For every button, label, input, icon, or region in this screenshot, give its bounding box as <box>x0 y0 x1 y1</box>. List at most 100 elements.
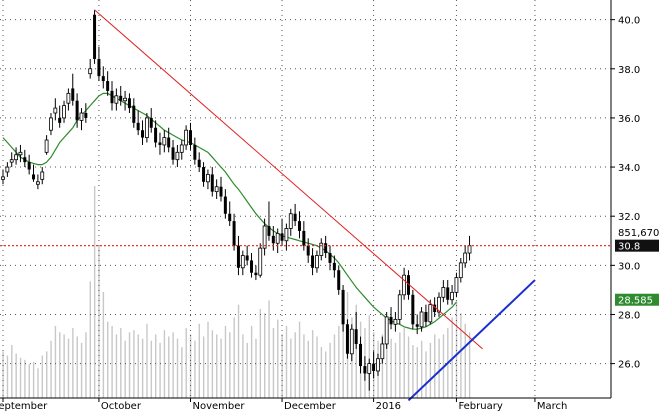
candle-body-up <box>288 213 293 229</box>
candle-body-up <box>458 262 463 279</box>
candle <box>380 336 385 364</box>
candle <box>132 98 136 128</box>
candle <box>62 100 66 123</box>
volume-bar <box>368 315 371 398</box>
candle <box>171 140 175 165</box>
candle-body-down <box>110 90 114 104</box>
candle <box>97 46 101 82</box>
volume-bar <box>202 336 205 398</box>
volume-bar <box>333 334 336 398</box>
candle-body-down <box>328 253 332 263</box>
candle <box>188 122 192 150</box>
candle-body-down <box>149 117 153 128</box>
candle-body-up <box>349 328 354 355</box>
volume-bar <box>246 342 248 398</box>
volume-bar <box>24 359 26 398</box>
volume-bar <box>229 332 231 398</box>
candle-body-up <box>240 255 245 269</box>
volume-bar <box>460 313 462 398</box>
candle-body-down <box>119 95 123 101</box>
volume-bar <box>6 355 9 398</box>
x-month-label: November <box>192 401 245 412</box>
candle-body-up <box>367 363 372 374</box>
candle-body-down <box>71 88 75 101</box>
candle <box>397 289 402 325</box>
candle <box>363 356 367 381</box>
candle-body-down <box>167 137 171 148</box>
volume-bar <box>37 368 39 398</box>
candle-body-down <box>197 159 201 168</box>
candle <box>184 125 189 150</box>
candle-body-up <box>437 296 441 313</box>
candle <box>419 307 424 332</box>
volume-bar <box>290 338 292 398</box>
volume-bar <box>429 342 432 398</box>
candle <box>18 144 23 163</box>
candle-body-down <box>141 130 145 138</box>
candle-body-down <box>354 329 358 344</box>
candle <box>49 113 53 136</box>
candle-body-up <box>35 181 40 185</box>
candle-body-down <box>363 366 367 374</box>
candle-body-down <box>223 196 227 214</box>
volume-bar <box>464 323 466 398</box>
candle <box>349 324 354 362</box>
candle-body-up <box>184 129 189 146</box>
candle-body-up <box>397 294 402 320</box>
candle-body-up <box>14 154 18 161</box>
candle <box>393 312 398 332</box>
candle-body-down <box>58 117 62 123</box>
volume-bar <box>72 328 74 398</box>
candle-body-up <box>206 174 210 183</box>
candle <box>75 93 79 128</box>
volume-bar <box>198 323 200 398</box>
candle-body-up <box>144 117 149 138</box>
candle-body-down <box>446 287 450 300</box>
y-tick-label: 32.0 <box>618 212 640 223</box>
volume-bar <box>89 281 91 398</box>
volume-bar <box>420 340 423 398</box>
candle <box>88 58 93 79</box>
volume-bar <box>189 334 192 398</box>
candle-body-down <box>193 144 197 160</box>
candle <box>223 189 227 219</box>
candle <box>271 226 275 251</box>
last-price-tag: 30.8 <box>615 239 659 253</box>
candle <box>53 98 58 121</box>
volume-bar <box>137 334 139 398</box>
candle <box>463 245 468 268</box>
volume-bar <box>176 338 179 398</box>
candle-body-up <box>62 105 66 119</box>
candle-body-up <box>463 252 468 264</box>
candle-body-down <box>411 294 415 325</box>
candle <box>415 314 419 335</box>
volume-bar <box>434 334 436 398</box>
candle <box>319 238 324 261</box>
candle <box>210 167 214 197</box>
last-price-tag-label: 30.8 <box>618 242 640 253</box>
candle <box>384 312 389 349</box>
candle <box>236 235 240 276</box>
volume-bar <box>381 334 384 398</box>
candle <box>424 304 428 327</box>
candle <box>254 265 258 281</box>
candle-body-down <box>271 235 275 244</box>
volume-bar <box>386 325 388 398</box>
last-price-tag-box <box>615 239 659 252</box>
candle <box>119 85 123 106</box>
volume-bar <box>250 325 253 398</box>
candle-body-up <box>284 228 289 242</box>
volume-bar <box>50 340 52 398</box>
grid <box>0 0 611 398</box>
candle <box>136 110 140 136</box>
volume-bar <box>294 332 296 398</box>
candle-body-down <box>372 363 376 371</box>
candle <box>262 218 267 256</box>
volume-bar <box>233 317 235 398</box>
candle <box>267 201 271 241</box>
volume-bar <box>259 308 262 398</box>
candle <box>345 319 349 359</box>
volume-tag-box <box>615 226 659 239</box>
volume-bar <box>28 364 30 398</box>
candle-body-down <box>23 157 27 163</box>
